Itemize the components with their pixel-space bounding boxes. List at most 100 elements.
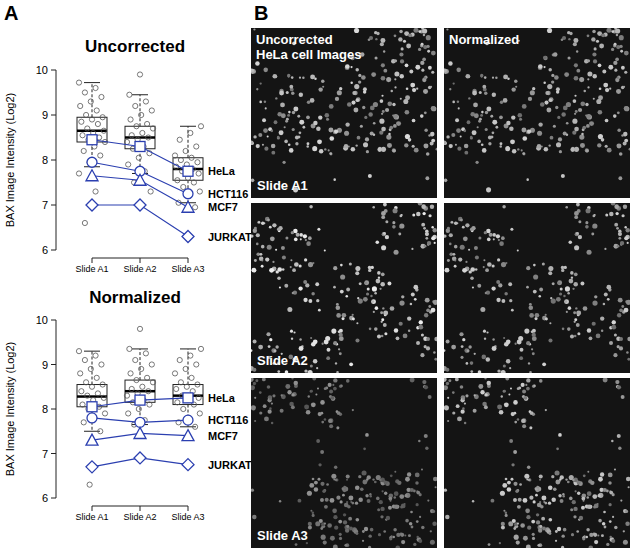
cell (587, 250, 592, 255)
cell (537, 503, 542, 508)
cell (399, 223, 404, 228)
cell (331, 396, 335, 400)
cell (381, 335, 384, 338)
cell (338, 520, 342, 524)
cell (532, 352, 535, 355)
cell (577, 481, 581, 485)
cell (464, 151, 468, 155)
cell (617, 245, 620, 248)
cell (280, 409, 284, 413)
cell (256, 88, 258, 90)
cell (457, 416, 462, 421)
cell (529, 313, 534, 318)
cell (330, 498, 335, 503)
cell (345, 122, 349, 126)
cell (503, 98, 508, 103)
cell (320, 450, 324, 454)
cell (518, 113, 523, 118)
cell (321, 522, 325, 526)
cell (434, 337, 437, 341)
cell (507, 487, 512, 492)
cell (557, 282, 560, 285)
point (177, 137, 182, 142)
box (173, 158, 203, 181)
cell (614, 526, 617, 529)
cell (315, 521, 320, 526)
cell (291, 91, 294, 94)
cell (585, 536, 588, 539)
point (195, 160, 200, 165)
cell (433, 300, 437, 305)
cell (292, 392, 297, 397)
cell (579, 77, 584, 82)
cell (574, 490, 576, 492)
point (184, 384, 189, 389)
cell (546, 107, 551, 112)
cell (427, 241, 431, 245)
cell (256, 144, 260, 148)
cell (303, 280, 307, 284)
cell (482, 355, 487, 360)
y-tick-label: 9 (42, 109, 48, 121)
cell (293, 107, 298, 112)
cell (545, 318, 548, 321)
row-label: Slide A3 (257, 528, 308, 543)
cell (470, 136, 473, 139)
cell (336, 303, 339, 306)
cell (466, 362, 469, 365)
cell (267, 245, 272, 250)
cell (626, 477, 630, 482)
cell (424, 313, 428, 317)
cell (585, 149, 589, 153)
cell (316, 126, 321, 131)
cell (369, 495, 371, 497)
cell (451, 133, 455, 137)
cell (342, 488, 346, 492)
cell (514, 535, 519, 540)
cell (340, 264, 343, 267)
panel-label: B (254, 2, 268, 24)
cell (555, 480, 560, 485)
cell (598, 477, 603, 482)
y-tick (51, 160, 56, 161)
cell (385, 220, 388, 223)
cell (532, 333, 536, 337)
cell (380, 42, 384, 46)
cell (392, 536, 395, 539)
cell (482, 85, 486, 89)
cell (521, 149, 523, 151)
cell (352, 314, 354, 316)
cell (327, 348, 331, 352)
cell (617, 345, 620, 348)
cell (485, 392, 490, 397)
cell (597, 494, 600, 497)
cell (613, 353, 617, 357)
cell (496, 298, 500, 302)
cell (538, 122, 542, 126)
cell (297, 115, 300, 118)
cell (623, 509, 627, 513)
cell (609, 536, 611, 538)
series-marker (86, 461, 98, 473)
cell (586, 114, 591, 119)
cell (379, 500, 383, 504)
cell (346, 288, 350, 292)
cell (380, 282, 385, 287)
cell (611, 539, 615, 543)
cell (556, 447, 559, 450)
cell (335, 362, 337, 364)
cell (525, 509, 530, 514)
cell (553, 52, 557, 56)
cell (514, 421, 517, 424)
cell (406, 87, 409, 90)
cell (480, 114, 483, 117)
cell (363, 142, 368, 147)
cell (261, 221, 265, 225)
cell (335, 478, 338, 481)
cell (472, 130, 477, 135)
cell (479, 91, 482, 94)
cell (272, 223, 276, 227)
cell (257, 221, 260, 224)
cell (405, 519, 409, 523)
cell (384, 481, 388, 485)
